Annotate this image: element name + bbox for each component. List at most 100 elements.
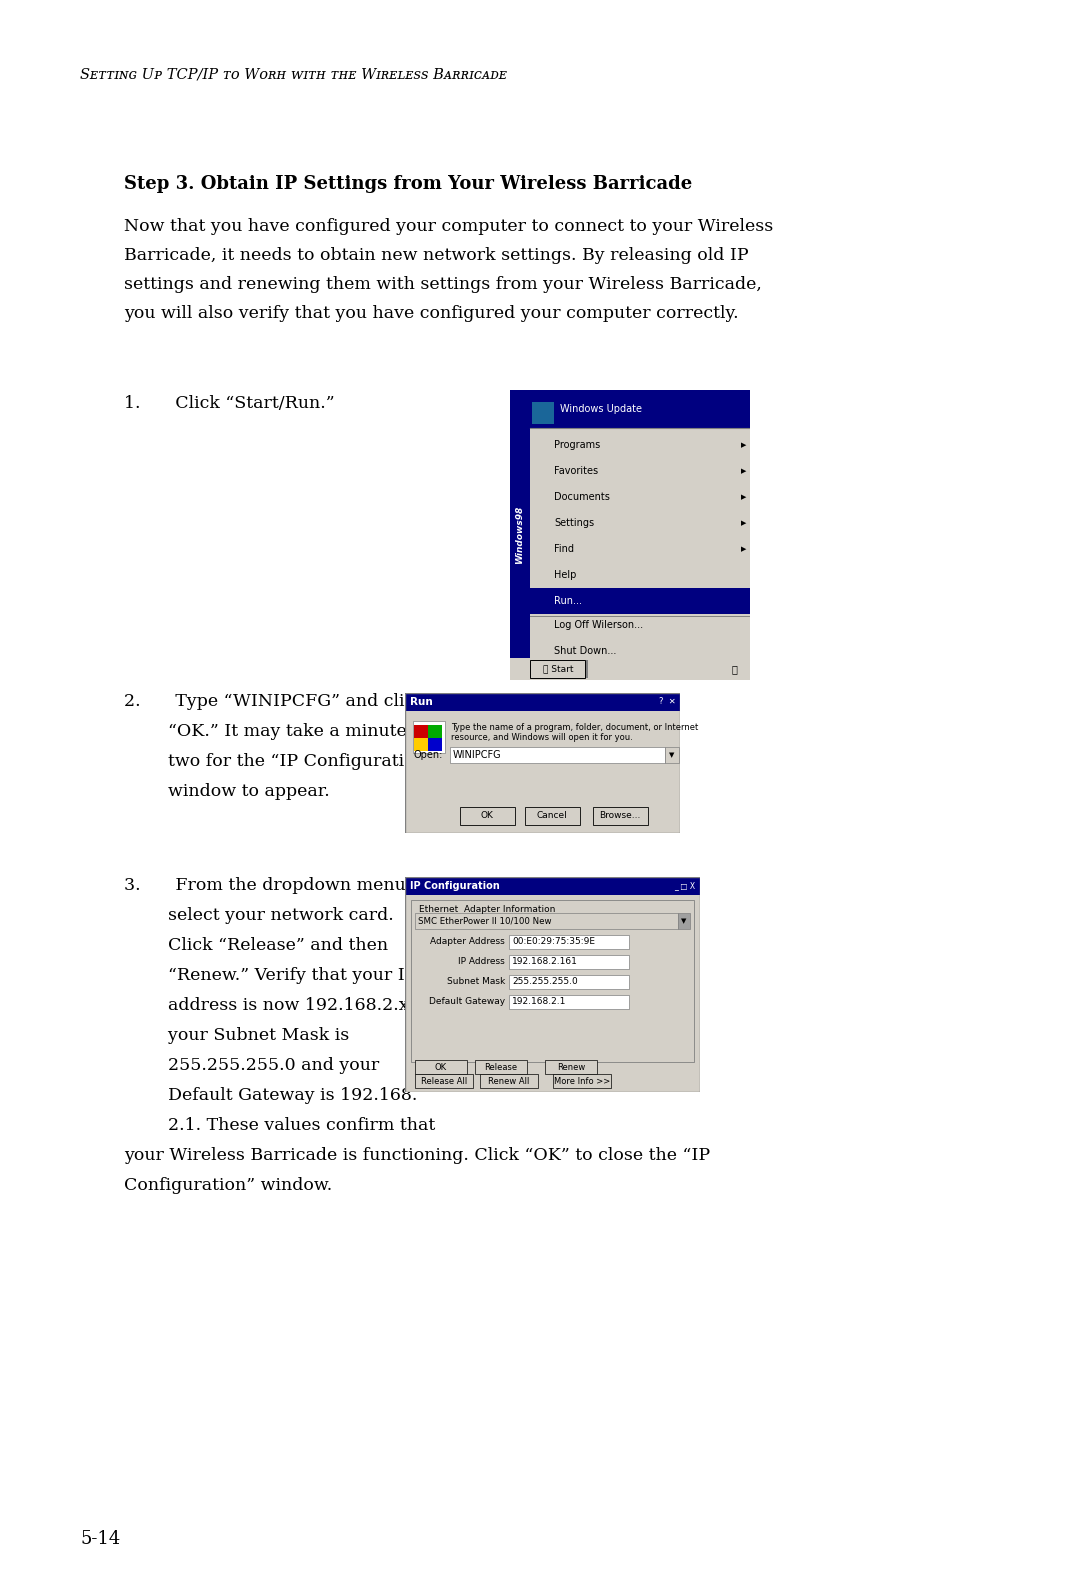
Text: Sᴇᴛᴛɪɴɢ Uᴘ TCP/IP ᴛᴏ Wᴏʀʜ ᴡɪᴛʜ ᴛʜᴇ Wɪʀᴇʟᴇss Bᴀʀʀɪᴄᴀᴅᴇ: Sᴇᴛᴛɪɴɢ Uᴘ TCP/IP ᴛᴏ Wᴏʀʜ ᴡɪᴛʜ ᴛʜᴇ Wɪʀᴇʟ… <box>80 68 507 82</box>
Bar <box>450 747 665 763</box>
Bar <box>510 389 530 680</box>
Text: OK: OK <box>481 812 494 821</box>
Text: Release All: Release All <box>421 1077 468 1085</box>
Text: 255.255.255.0: 255.255.255.0 <box>512 978 578 986</box>
Text: 5-14: 5-14 <box>80 1531 120 1548</box>
Bar <box>553 1074 611 1088</box>
Text: Renew All: Renew All <box>488 1077 529 1085</box>
Bar <box>532 465 548 480</box>
Text: ▶: ▶ <box>741 443 746 447</box>
Bar <box>665 747 679 763</box>
Text: 🪟 Start: 🪟 Start <box>543 664 573 674</box>
Text: More Info >>: More Info >> <box>554 1077 610 1085</box>
Text: Find: Find <box>554 543 573 554</box>
Text: ▶: ▶ <box>741 546 746 553</box>
Text: ▶: ▶ <box>741 520 746 526</box>
Text: 🌐: 🌐 <box>731 664 737 674</box>
Text: _ □ X: _ □ X <box>674 881 696 890</box>
Text: Ethernet  Adapter Information: Ethernet Adapter Information <box>419 904 555 914</box>
Text: Barricade, it needs to obtain new network settings. By releasing old IP: Barricade, it needs to obtain new networ… <box>124 246 748 264</box>
Text: 255.255.255.0 and your: 255.255.255.0 and your <box>124 1057 379 1074</box>
Bar <box>545 1060 597 1074</box>
Bar <box>405 878 700 895</box>
Bar <box>532 517 548 532</box>
Bar <box>593 807 648 824</box>
Text: “Renew.” Verify that your IP: “Renew.” Verify that your IP <box>124 967 417 984</box>
Text: Settings: Settings <box>554 518 594 528</box>
Text: Documents: Documents <box>554 491 610 502</box>
Text: WINIPCFG: WINIPCFG <box>453 750 501 760</box>
Bar <box>532 402 554 424</box>
Bar <box>414 738 428 750</box>
Bar <box>678 914 690 929</box>
Bar <box>530 659 585 678</box>
Text: 2.  Type “WINIPCFG” and click: 2. Type “WINIPCFG” and click <box>124 692 424 710</box>
Bar <box>532 543 548 559</box>
Bar <box>414 725 428 738</box>
Text: Type the name of a program, folder, document, or Internet: Type the name of a program, folder, docu… <box>451 724 699 732</box>
Bar <box>525 807 580 824</box>
Bar <box>532 619 548 634</box>
Bar <box>532 491 548 507</box>
Text: OK: OK <box>435 1063 447 1071</box>
Bar <box>428 725 442 738</box>
Bar <box>509 975 629 989</box>
Text: SMC EtherPower II 10/100 New: SMC EtherPower II 10/100 New <box>418 917 552 925</box>
Bar <box>413 721 445 754</box>
Text: IP Configuration: IP Configuration <box>410 881 500 892</box>
Text: 2.1. These values confirm that: 2.1. These values confirm that <box>124 1116 435 1134</box>
Bar <box>475 1060 527 1074</box>
Text: Shut Down...: Shut Down... <box>554 645 617 656</box>
Text: settings and renewing them with settings from your Wireless Barricade,: settings and renewing them with settings… <box>124 276 761 294</box>
Text: your Wireless Barricade is functioning. Click “OK” to close the “IP: your Wireless Barricade is functioning. … <box>124 1148 711 1163</box>
Text: Click “Release” and then: Click “Release” and then <box>124 937 388 955</box>
Text: ▼: ▼ <box>681 918 687 925</box>
Text: window to appear.: window to appear. <box>124 783 329 801</box>
Text: Programs: Programs <box>554 440 600 451</box>
Text: “OK.” It may take a minute or: “OK.” It may take a minute or <box>124 724 431 739</box>
Bar <box>532 645 548 661</box>
Text: ?  ✕: ? ✕ <box>659 697 676 706</box>
Bar <box>460 807 515 824</box>
Bar <box>509 936 629 948</box>
Text: Configuration” window.: Configuration” window. <box>124 1178 333 1195</box>
Text: 3.  From the dropdown menu,: 3. From the dropdown menu, <box>124 878 411 893</box>
Text: you will also verify that you have configured your computer correctly.: you will also verify that you have confi… <box>124 305 739 322</box>
Bar <box>405 711 680 834</box>
Bar <box>415 1060 467 1074</box>
Text: Cancel: Cancel <box>537 812 567 821</box>
Bar <box>532 440 548 455</box>
Bar <box>415 1074 473 1088</box>
Bar <box>530 389 750 429</box>
Bar <box>530 589 750 614</box>
Bar <box>532 568 548 586</box>
Text: Renew: Renew <box>557 1063 585 1071</box>
Bar <box>480 1074 538 1088</box>
Bar <box>509 955 629 969</box>
Text: Default Gateway: Default Gateway <box>429 997 505 1006</box>
Text: Step 3. Obtain IP Settings from Your Wireless Barricade: Step 3. Obtain IP Settings from Your Wir… <box>124 174 692 193</box>
Bar <box>411 900 694 1061</box>
Text: resource, and Windows will open it for you.: resource, and Windows will open it for y… <box>451 733 633 743</box>
Bar <box>509 995 629 1010</box>
Text: Windows Update: Windows Update <box>561 403 642 414</box>
Text: ▶: ▶ <box>741 495 746 499</box>
Text: Log Off Wilerson...: Log Off Wilerson... <box>554 620 643 630</box>
Text: Subnet Mask: Subnet Mask <box>447 978 505 986</box>
Text: Browse...: Browse... <box>599 812 640 821</box>
Bar <box>532 595 548 611</box>
Text: Run...: Run... <box>554 597 582 606</box>
Bar <box>415 914 678 929</box>
Text: Help: Help <box>554 570 577 579</box>
Text: two for the “IP Configuration”: two for the “IP Configuration” <box>124 754 435 769</box>
Text: Run: Run <box>410 697 433 706</box>
Bar <box>510 658 750 680</box>
Text: IP Address: IP Address <box>458 958 505 967</box>
Bar <box>720 659 748 678</box>
Text: 192.168.2.1: 192.168.2.1 <box>512 997 566 1006</box>
Bar <box>405 692 680 711</box>
Text: 192.168.2.161: 192.168.2.161 <box>512 958 578 967</box>
Text: Adapter Address: Adapter Address <box>430 937 505 947</box>
Text: select your network card.: select your network card. <box>124 907 394 925</box>
Text: Now that you have configured your computer to connect to your Wireless: Now that you have configured your comput… <box>124 218 773 236</box>
